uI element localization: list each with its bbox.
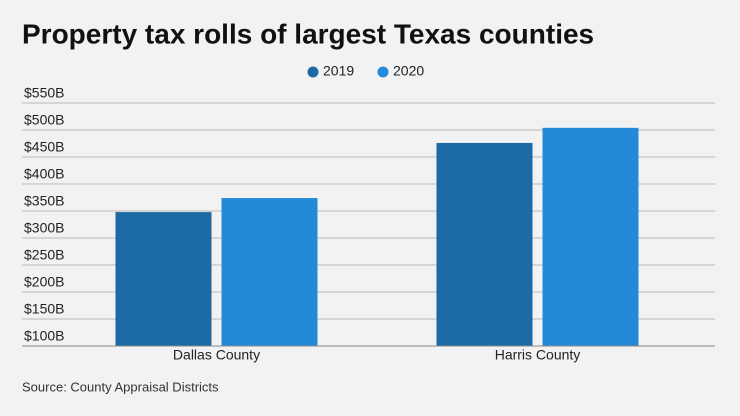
legend-swatch	[377, 66, 389, 78]
x-tick-label: Harris County	[495, 347, 581, 363]
y-tick-label: $200B	[24, 274, 64, 290]
y-tick-label: $550B	[24, 85, 64, 101]
chart-title: Property tax rolls of largest Texas coun…	[22, 18, 594, 49]
y-tick-label: $350B	[24, 193, 64, 209]
y-tick-label: $150B	[24, 301, 64, 317]
y-tick-label: $450B	[24, 139, 64, 155]
legend-swatch	[307, 66, 319, 78]
bar	[221, 198, 318, 346]
legend-label: 2019	[323, 63, 354, 79]
y-tick-label: $500B	[24, 112, 64, 128]
source-note: Source: County Appraisal Districts	[22, 379, 219, 394]
y-tick-label: $100B	[24, 328, 64, 344]
legend-label: 2020	[393, 63, 424, 79]
y-tick-label: $250B	[24, 247, 64, 263]
bar	[436, 142, 533, 346]
x-tick-label: Dallas County	[173, 347, 260, 363]
bar	[115, 212, 212, 346]
y-tick-label: $300B	[24, 220, 64, 236]
y-tick-label: $400B	[24, 166, 64, 182]
bar	[542, 127, 639, 346]
